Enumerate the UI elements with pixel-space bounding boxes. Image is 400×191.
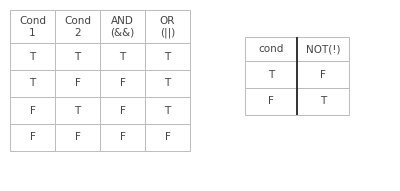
Text: F: F — [120, 79, 126, 88]
Text: F: F — [268, 96, 274, 107]
Bar — [145, 10, 190, 43]
Text: T: T — [164, 79, 171, 88]
Bar — [10, 124, 55, 151]
Bar — [100, 10, 145, 43]
Text: 1: 1 — [29, 28, 36, 37]
Bar — [55, 10, 100, 43]
Text: NOT(!): NOT(!) — [306, 44, 340, 54]
Bar — [10, 10, 55, 43]
Text: T: T — [29, 52, 36, 62]
Text: T: T — [164, 52, 171, 62]
Text: OR: OR — [160, 15, 175, 26]
Text: F: F — [164, 133, 170, 142]
Text: F: F — [120, 133, 126, 142]
Text: (&&): (&&) — [110, 28, 135, 37]
Text: T: T — [320, 96, 326, 107]
Text: T: T — [119, 52, 126, 62]
Text: Cond: Cond — [64, 15, 91, 26]
Bar — [145, 70, 190, 97]
Bar — [297, 37, 349, 61]
Text: T: T — [164, 105, 171, 116]
Bar — [245, 88, 297, 115]
Bar — [55, 124, 100, 151]
Bar — [10, 70, 55, 97]
Text: F: F — [74, 133, 80, 142]
Text: F: F — [120, 105, 126, 116]
Bar — [145, 43, 190, 70]
Bar — [245, 37, 297, 61]
Text: T: T — [268, 70, 274, 79]
Text: F: F — [30, 105, 36, 116]
Bar — [245, 61, 297, 88]
Bar — [55, 97, 100, 124]
Bar — [10, 97, 55, 124]
Bar — [10, 43, 55, 70]
Text: T: T — [74, 105, 81, 116]
Text: F: F — [30, 133, 36, 142]
Text: Cond: Cond — [19, 15, 46, 26]
Bar — [100, 43, 145, 70]
Bar — [145, 124, 190, 151]
Text: (||): (||) — [160, 27, 175, 38]
Text: T: T — [29, 79, 36, 88]
Text: T: T — [74, 52, 81, 62]
Text: 2: 2 — [74, 28, 81, 37]
Text: cond: cond — [258, 44, 284, 54]
Bar — [55, 70, 100, 97]
Text: AND: AND — [111, 15, 134, 26]
Bar — [297, 88, 349, 115]
Bar — [55, 43, 100, 70]
Bar — [100, 97, 145, 124]
Bar — [100, 70, 145, 97]
Text: F: F — [320, 70, 326, 79]
Bar — [145, 97, 190, 124]
Text: F: F — [74, 79, 80, 88]
Bar — [297, 61, 349, 88]
Bar — [100, 124, 145, 151]
